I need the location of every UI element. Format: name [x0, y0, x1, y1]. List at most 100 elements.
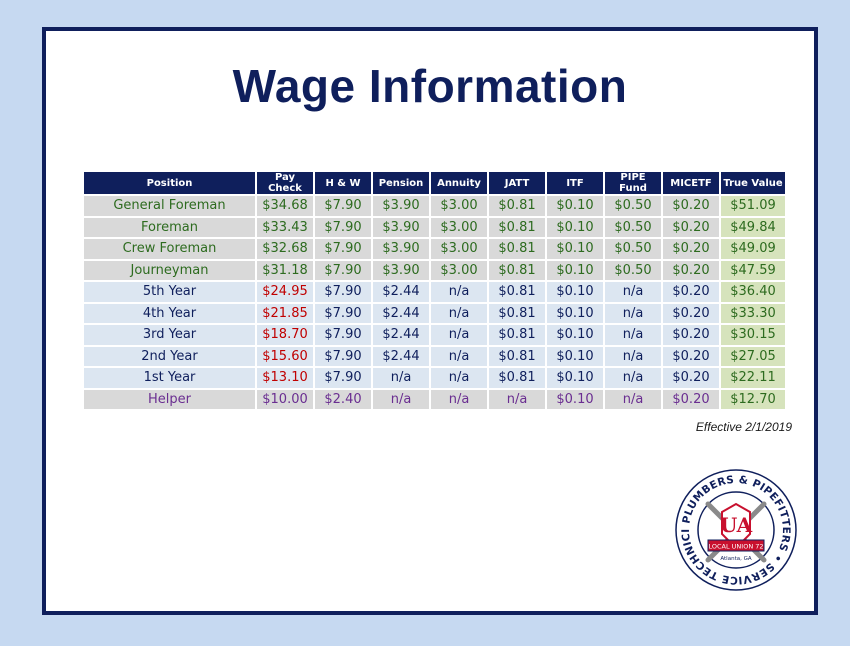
cell-true-value: $33.30 — [721, 303, 785, 323]
cell-itf: $0.10 — [547, 303, 603, 323]
cell-pipe-fund: $0.50 — [605, 260, 661, 280]
cell-true-value: $49.84 — [721, 217, 785, 237]
cell-pay-check: $15.60 — [257, 346, 313, 366]
cell-pay-check: $21.85 — [257, 303, 313, 323]
cell-annuity: $3.00 — [431, 260, 487, 280]
table-row: Foreman $33.43 $7.90 $3.90 $3.00 $0.81 $0.10 $0… — [84, 217, 785, 237]
header-position: Position — [84, 172, 255, 194]
cell-h-and-w: $7.90 — [315, 346, 371, 366]
cell-itf: $0.10 — [547, 196, 603, 216]
header-true-value: True Value — [721, 172, 785, 194]
cell-pipe-fund: n/a — [605, 282, 661, 302]
cell-pension: $3.90 — [373, 260, 429, 280]
cell-pension: $3.90 — [373, 239, 429, 259]
cell-h-and-w: $7.90 — [315, 303, 371, 323]
cell-annuity: n/a — [431, 282, 487, 302]
cell-annuity: $3.00 — [431, 217, 487, 237]
cell-micetf: $0.20 — [663, 389, 719, 409]
cell-true-value: $30.15 — [721, 325, 785, 345]
cell-itf: $0.10 — [547, 325, 603, 345]
cell-jatt: $0.81 — [489, 303, 545, 323]
cell-pay-check: $32.68 — [257, 239, 313, 259]
cell-pay-check: $24.95 — [257, 282, 313, 302]
cell-pension: $2.44 — [373, 303, 429, 323]
union-logo: PLUMBERS & PIPEFITTERS • SERVICE TECHNIC… — [669, 459, 798, 592]
cell-position: 2nd Year — [84, 346, 255, 366]
cell-pension: n/a — [373, 368, 429, 388]
header-pension: Pension — [373, 172, 429, 194]
cell-h-and-w: $7.90 — [315, 368, 371, 388]
table-row: Crew Foreman $32.68 $7.90 $3.90 $3.00 $0.81 $0… — [84, 239, 785, 259]
cell-itf: $0.10 — [547, 389, 603, 409]
cell-pension: $3.90 — [373, 196, 429, 216]
cell-micetf: $0.20 — [663, 346, 719, 366]
cell-itf: $0.10 — [547, 368, 603, 388]
cell-itf: $0.10 — [547, 239, 603, 259]
table-row: 3rd Year $18.70 $7.90 $2.44 n/a $0.81 $0.10 n/a… — [84, 325, 785, 345]
cell-position: Helper — [84, 389, 255, 409]
cell-jatt: $0.81 — [489, 196, 545, 216]
cell-position: Crew Foreman — [84, 239, 255, 259]
cell-pipe-fund: n/a — [605, 368, 661, 388]
cell-position: 4th Year — [84, 303, 255, 323]
cell-pay-check: $34.68 — [257, 196, 313, 216]
cell-micetf: $0.20 — [663, 282, 719, 302]
cell-pipe-fund: n/a — [605, 389, 661, 409]
header-micetf: MICETF — [663, 172, 719, 194]
svg-text:LOCAL UNION 72: LOCAL UNION 72 — [708, 543, 763, 551]
cell-jatt: $0.81 — [489, 239, 545, 259]
header-itf: ITF — [547, 172, 603, 194]
cell-true-value: $51.09 — [721, 196, 785, 216]
cell-h-and-w: $7.90 — [315, 282, 371, 302]
table-row: 4th Year $21.85 $7.90 $2.44 n/a $0.81 $0.10 n/a… — [84, 303, 785, 323]
table-row: General Foreman $34.68 $7.90 $3.90 $3.00 $0.8… — [84, 196, 785, 216]
cell-pay-check: $13.10 — [257, 368, 313, 388]
cell-position: Journeyman — [84, 260, 255, 280]
wage-table: Position Pay Check H & W Pension Annuity… — [82, 170, 787, 411]
cell-h-and-w: $7.90 — [315, 239, 371, 259]
header-h-and-w: H & W — [315, 172, 371, 194]
cell-jatt: n/a — [489, 389, 545, 409]
cell-annuity: n/a — [431, 368, 487, 388]
cell-jatt: $0.81 — [489, 282, 545, 302]
table-header-row: Position Pay Check H & W Pension Annuity… — [84, 172, 785, 194]
cell-itf: $0.10 — [547, 260, 603, 280]
slide: Wage Information Position Pay Check H & … — [42, 27, 818, 615]
cell-itf: $0.10 — [547, 346, 603, 366]
cell-micetf: $0.20 — [663, 239, 719, 259]
cell-pipe-fund: $0.50 — [605, 196, 661, 216]
header-pipe-fund: PIPE Fund — [605, 172, 661, 194]
cell-true-value: $36.40 — [721, 282, 785, 302]
cell-micetf: $0.20 — [663, 325, 719, 345]
header-pay-check: Pay Check — [257, 172, 313, 194]
cell-jatt: $0.81 — [489, 217, 545, 237]
cell-true-value: $12.70 — [721, 389, 785, 409]
cell-pay-check: $31.18 — [257, 260, 313, 280]
cell-pipe-fund: n/a — [605, 346, 661, 366]
cell-pension: $2.44 — [373, 325, 429, 345]
cell-micetf: $0.20 — [663, 217, 719, 237]
cell-pension: $3.90 — [373, 217, 429, 237]
cell-pipe-fund: n/a — [605, 325, 661, 345]
cell-micetf: $0.20 — [663, 368, 719, 388]
cell-jatt: $0.81 — [489, 260, 545, 280]
cell-jatt: $0.81 — [489, 325, 545, 345]
svg-text:Atlanta, GA: Atlanta, GA — [720, 556, 751, 562]
cell-pension: $2.44 — [373, 346, 429, 366]
cell-annuity: n/a — [431, 303, 487, 323]
cell-position: Foreman — [84, 217, 255, 237]
cell-true-value: $27.05 — [721, 346, 785, 366]
cell-pension: n/a — [373, 389, 429, 409]
header-annuity: Annuity — [431, 172, 487, 194]
page-title: Wage Information — [232, 60, 628, 112]
header-jatt: JATT — [489, 172, 545, 194]
cell-pay-check: $10.00 — [257, 389, 313, 409]
cell-micetf: $0.20 — [663, 303, 719, 323]
cell-position: 3rd Year — [84, 325, 255, 345]
cell-pay-check: $33.43 — [257, 217, 313, 237]
union-seal-icon: PLUMBERS & PIPEFITTERS • SERVICE TECHNIC… — [669, 459, 797, 591]
cell-annuity: n/a — [431, 389, 487, 409]
cell-itf: $0.10 — [547, 217, 603, 237]
table-row: 2nd Year $15.60 $7.90 $2.44 n/a $0.81 $0.10 n/a… — [84, 346, 785, 366]
table-row: 5th Year $24.95 $7.90 $2.44 n/a $0.81 $0.10 n/a… — [84, 282, 785, 302]
